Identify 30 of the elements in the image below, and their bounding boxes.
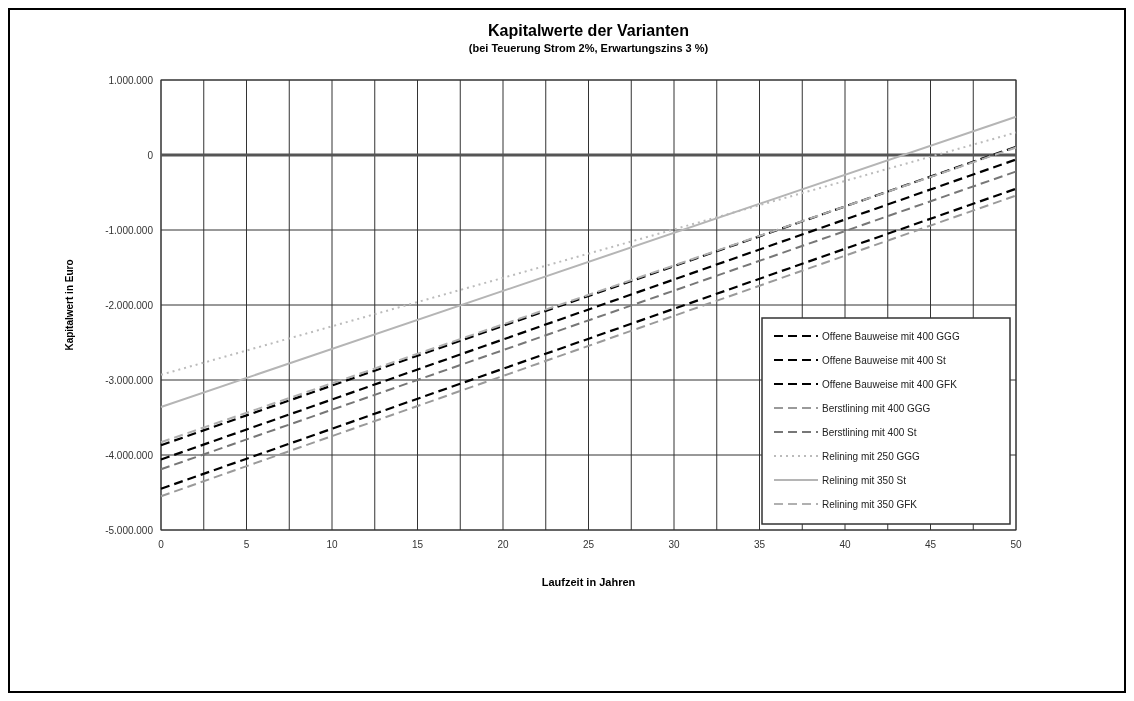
x-tick-label: 50 xyxy=(1010,539,1022,550)
legend-label: Relining mit 250 GGG xyxy=(822,450,921,462)
y-axis-title: Kapitalwert in Euro xyxy=(64,259,75,351)
chart-title: Kapitalwerte der Varianten xyxy=(488,22,689,39)
y-tick-label: -3.000.000 xyxy=(105,374,154,386)
y-tick-label: -5.000.000 xyxy=(105,524,154,536)
x-tick-label: 15 xyxy=(411,539,424,550)
legend-label: Berstlining mit 400 GGG xyxy=(822,402,931,414)
legend-label: Offene Bauweise mit 400 St xyxy=(822,354,946,366)
y-tick-label: -1.000.000 xyxy=(105,224,154,236)
x-tick-label: 10 xyxy=(326,539,338,550)
legend-label: Offene Bauweise mit 400 GGG xyxy=(822,330,960,342)
legend-label: Berstlining mit 400 St xyxy=(822,426,917,438)
legend-label: Relining mit 350 GFK xyxy=(822,498,918,510)
y-tick-label: -4.000.000 xyxy=(105,449,154,461)
x-tick-label: 5 xyxy=(243,539,250,550)
x-tick-label: 35 xyxy=(753,539,766,550)
chart-subtitle: (bei Teuerung Strom 2%, Erwartungszins 3 %) xyxy=(468,42,709,54)
legend-label: Relining mit 350 St xyxy=(822,474,907,486)
y-tick-label: -2.000.000 xyxy=(105,299,154,311)
x-tick-label: 25 xyxy=(582,539,595,550)
x-tick-label: 40 xyxy=(839,539,851,550)
x-tick-label: 45 xyxy=(924,539,937,550)
y-tick-label: 0 xyxy=(147,149,154,161)
x-tick-label: 30 xyxy=(668,539,680,550)
x-tick-label: 0 xyxy=(158,539,165,550)
y-tick-label: 1.000.000 xyxy=(108,74,154,86)
x-axis-title: Laufzeit in Jahren xyxy=(541,576,636,588)
x-tick-label: 20 xyxy=(497,539,509,550)
legend-label: Offene Bauweise mit 400 GFK xyxy=(822,378,958,390)
